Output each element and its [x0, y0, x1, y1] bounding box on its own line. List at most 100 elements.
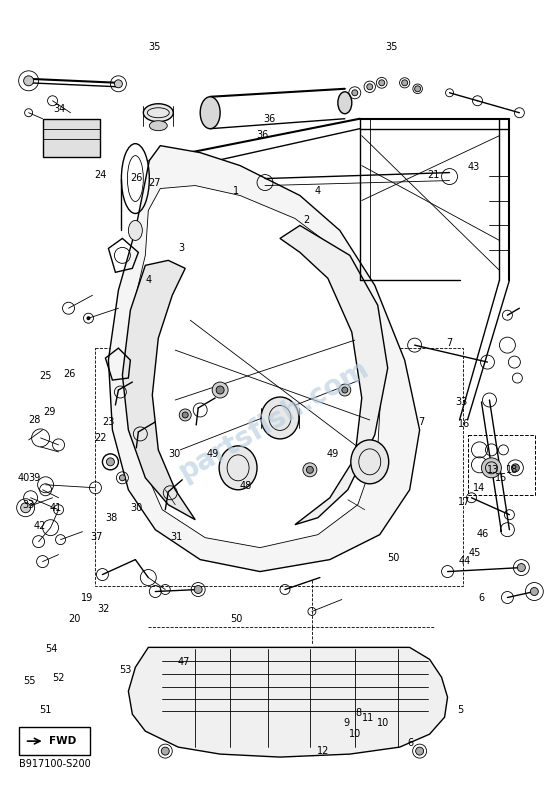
- Circle shape: [482, 458, 501, 478]
- Text: 51: 51: [39, 705, 52, 714]
- Circle shape: [106, 458, 115, 466]
- Text: 18: 18: [506, 466, 518, 475]
- Circle shape: [352, 90, 358, 96]
- Text: 45: 45: [469, 548, 481, 558]
- Circle shape: [212, 382, 228, 398]
- Text: 7: 7: [446, 338, 452, 347]
- Text: 6: 6: [478, 593, 485, 603]
- Circle shape: [303, 463, 317, 477]
- Bar: [19, 727, 90, 755]
- Text: 17: 17: [458, 497, 470, 507]
- Text: FWD: FWD: [49, 736, 76, 746]
- Text: 21: 21: [427, 170, 440, 180]
- Text: 49: 49: [327, 450, 339, 459]
- Circle shape: [339, 384, 351, 396]
- Circle shape: [24, 76, 33, 86]
- Ellipse shape: [261, 397, 299, 439]
- Circle shape: [402, 80, 408, 86]
- Text: 26: 26: [63, 370, 75, 379]
- Text: 52: 52: [52, 673, 64, 682]
- Circle shape: [379, 80, 385, 86]
- Text: 47: 47: [178, 657, 190, 666]
- Text: 31: 31: [170, 532, 183, 542]
- Ellipse shape: [219, 446, 257, 490]
- Ellipse shape: [144, 104, 173, 122]
- Text: partsfish.com: partsfish.com: [174, 354, 374, 486]
- Text: 20: 20: [68, 614, 81, 625]
- Text: 29: 29: [44, 407, 56, 417]
- Text: 50: 50: [231, 614, 243, 625]
- Text: 8: 8: [356, 708, 362, 718]
- Text: 38: 38: [105, 513, 117, 523]
- Text: 22: 22: [94, 434, 106, 443]
- Text: 32: 32: [97, 604, 110, 614]
- Text: 14: 14: [473, 482, 485, 493]
- Circle shape: [87, 316, 90, 320]
- Text: 27: 27: [149, 178, 161, 188]
- Circle shape: [119, 475, 125, 481]
- Text: 7: 7: [419, 418, 425, 427]
- Text: 2: 2: [304, 215, 310, 226]
- Text: 9: 9: [344, 718, 350, 728]
- Circle shape: [161, 747, 169, 755]
- Text: 19: 19: [81, 593, 93, 603]
- Circle shape: [179, 409, 191, 421]
- Text: 48: 48: [239, 481, 252, 491]
- Text: 44: 44: [458, 556, 470, 566]
- Text: 25: 25: [39, 371, 52, 381]
- Text: 41: 41: [49, 502, 61, 513]
- Ellipse shape: [128, 221, 142, 241]
- Bar: [43, 118, 100, 157]
- Ellipse shape: [338, 92, 352, 114]
- Circle shape: [367, 84, 373, 90]
- Circle shape: [194, 586, 202, 594]
- Bar: [467, 435, 535, 494]
- Circle shape: [415, 747, 424, 755]
- Text: 12: 12: [317, 746, 329, 756]
- Circle shape: [115, 80, 122, 88]
- Text: 43: 43: [467, 162, 480, 172]
- Circle shape: [216, 386, 224, 394]
- Circle shape: [21, 502, 31, 513]
- Text: 10: 10: [377, 718, 390, 728]
- Text: 28: 28: [28, 415, 41, 425]
- Polygon shape: [128, 647, 448, 757]
- Text: 30: 30: [130, 502, 142, 513]
- Text: 42: 42: [34, 521, 46, 531]
- Circle shape: [342, 387, 348, 393]
- Circle shape: [530, 587, 538, 595]
- Text: 35: 35: [149, 42, 161, 52]
- Text: 36: 36: [256, 130, 268, 140]
- Text: 53: 53: [119, 665, 132, 674]
- Text: 36: 36: [264, 114, 276, 124]
- Text: 33: 33: [455, 397, 467, 406]
- Text: 40: 40: [18, 474, 30, 483]
- Text: 1: 1: [233, 186, 239, 196]
- Text: 35: 35: [385, 42, 398, 52]
- Text: 4: 4: [315, 186, 321, 196]
- Bar: [95, 348, 463, 586]
- Text: 55: 55: [23, 676, 36, 686]
- Text: 11: 11: [362, 713, 374, 722]
- Text: 37: 37: [90, 532, 102, 542]
- Text: 39: 39: [28, 474, 41, 483]
- Circle shape: [233, 463, 247, 477]
- Text: B917100-S200: B917100-S200: [19, 759, 90, 769]
- Text: 16: 16: [458, 419, 470, 429]
- Text: 50: 50: [387, 553, 399, 563]
- Text: 49: 49: [207, 450, 219, 459]
- Text: 46: 46: [477, 529, 489, 539]
- Ellipse shape: [149, 121, 167, 130]
- Text: 33: 33: [22, 500, 34, 510]
- Text: 13: 13: [487, 466, 499, 475]
- Circle shape: [415, 86, 421, 92]
- Text: 26: 26: [130, 173, 142, 183]
- Polygon shape: [128, 186, 382, 548]
- Text: 5: 5: [456, 705, 463, 714]
- Text: 3: 3: [178, 243, 184, 254]
- Circle shape: [182, 412, 188, 418]
- Text: 15: 15: [495, 474, 507, 483]
- Polygon shape: [109, 146, 420, 571]
- Text: 6: 6: [408, 738, 414, 748]
- Circle shape: [237, 466, 243, 474]
